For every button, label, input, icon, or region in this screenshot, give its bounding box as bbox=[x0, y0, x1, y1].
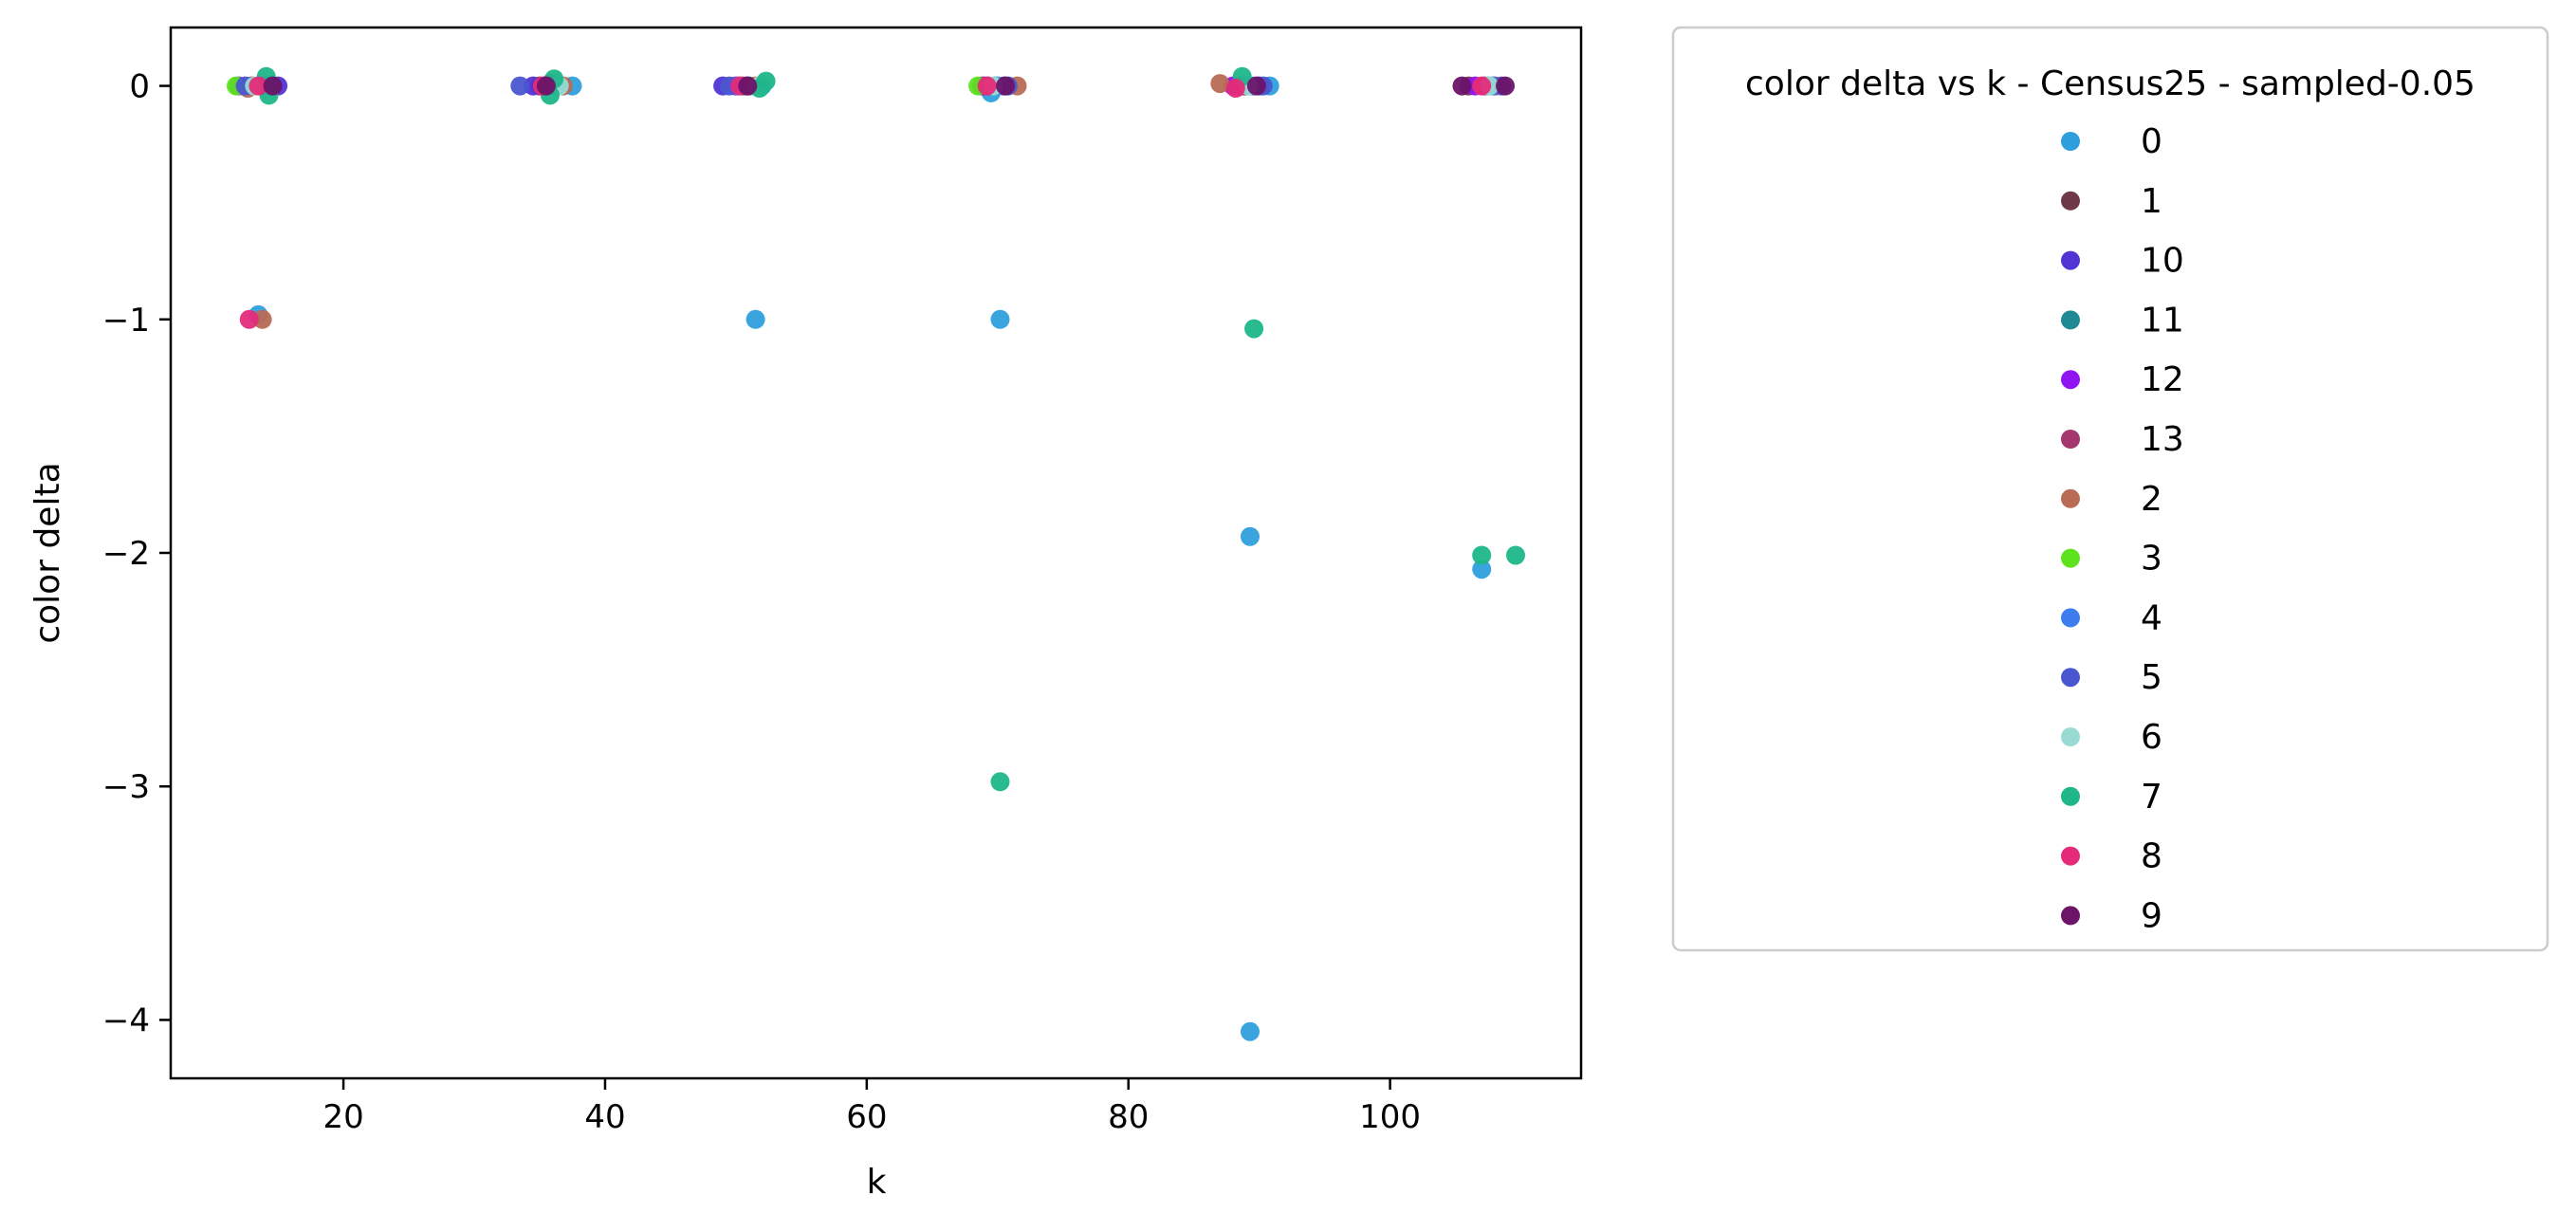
legend-item: 0 bbox=[2061, 122, 2162, 161]
legend-label: 0 bbox=[2141, 122, 2162, 161]
data-point-series-7 bbox=[1244, 319, 1264, 339]
legend-item: 2 bbox=[2061, 480, 2162, 519]
legend-marker bbox=[2061, 846, 2080, 866]
legend-label: 6 bbox=[2141, 718, 2162, 757]
legend-marker bbox=[2061, 191, 2080, 211]
legend-marker bbox=[2061, 310, 2080, 330]
data-point-series-9 bbox=[1452, 76, 1472, 96]
data-point-series-0 bbox=[1241, 526, 1260, 546]
x-axis: 20 40 60 80 100 bbox=[322, 1078, 1421, 1136]
data-point-series-9 bbox=[1496, 76, 1515, 96]
data-point-series-8 bbox=[1225, 79, 1245, 98]
legend-label: 13 bbox=[2141, 420, 2184, 459]
data-point-series-9 bbox=[996, 76, 1016, 96]
y-tick-label: −2 bbox=[102, 535, 150, 573]
x-tick-label: 80 bbox=[1108, 1098, 1149, 1136]
legend-marker bbox=[2061, 608, 2080, 628]
data-point-series-8 bbox=[1472, 76, 1492, 96]
legend-item: 3 bbox=[2061, 540, 2162, 579]
data-point-series-0 bbox=[990, 309, 1010, 329]
legend-label: 8 bbox=[2141, 837, 2162, 876]
legend-marker bbox=[2061, 786, 2080, 806]
data-point-series-7 bbox=[990, 772, 1010, 792]
x-tick-label: 20 bbox=[322, 1098, 363, 1136]
legend-marker bbox=[2061, 250, 2080, 270]
data-point-series-0 bbox=[1241, 1021, 1260, 1041]
legend-label: 1 bbox=[2141, 182, 2162, 221]
legend-item: 11 bbox=[2061, 301, 2184, 340]
legend-item: 12 bbox=[2061, 360, 2184, 399]
y-tick-label: −1 bbox=[102, 302, 150, 340]
data-point-series-7 bbox=[756, 71, 776, 91]
legend-label: 5 bbox=[2141, 658, 2162, 697]
legend: color delta vs k - Census25 - sampled-0.… bbox=[1671, 26, 2549, 952]
legend-item: 4 bbox=[2061, 598, 2162, 637]
data-point-series-9 bbox=[536, 76, 556, 96]
legend-item: 8 bbox=[2061, 837, 2162, 876]
y-tick-label: −3 bbox=[102, 768, 150, 806]
x-tick-label: 100 bbox=[1359, 1098, 1421, 1136]
y-axis: 0 −1 −2 −3 −4 bbox=[102, 68, 171, 1039]
legend-marker bbox=[2061, 430, 2080, 449]
x-tick-label: 60 bbox=[846, 1098, 887, 1136]
data-point-series-7 bbox=[1472, 545, 1492, 565]
legend-item: 5 bbox=[2061, 658, 2162, 697]
data-point-series-8 bbox=[977, 76, 997, 96]
legend-marker bbox=[2061, 906, 2080, 926]
data-point-series-0 bbox=[1472, 560, 1492, 579]
plot-area bbox=[171, 28, 1581, 1078]
legend-item: 7 bbox=[2061, 778, 2162, 817]
legend-marker bbox=[2061, 727, 2080, 746]
legend-item: 6 bbox=[2061, 718, 2162, 757]
legend-label: 10 bbox=[2141, 242, 2184, 281]
data-point-series-8 bbox=[239, 309, 259, 329]
legend-box bbox=[1671, 26, 2549, 952]
y-tick-label: 0 bbox=[129, 68, 150, 106]
legend-marker bbox=[2061, 370, 2080, 390]
legend-item: 1 bbox=[2061, 182, 2162, 221]
data-point-series-0 bbox=[745, 309, 765, 329]
data-point-series-5 bbox=[510, 76, 530, 96]
legend-item: 10 bbox=[2061, 242, 2184, 281]
x-axis-label: k bbox=[867, 1163, 887, 1202]
y-tick-label: −4 bbox=[102, 1001, 150, 1039]
data-points bbox=[227, 66, 1525, 1041]
legend-marker bbox=[2061, 668, 2080, 688]
legend-title: color delta vs k - Census25 - sampled-0.… bbox=[1745, 64, 2475, 103]
data-point-series-2 bbox=[1210, 74, 1230, 94]
legend-label: 2 bbox=[2141, 480, 2162, 519]
legend-label: 11 bbox=[2141, 301, 2184, 340]
legend-label: 4 bbox=[2141, 598, 2162, 637]
data-point-series-7 bbox=[1506, 545, 1525, 565]
legend-label: 3 bbox=[2141, 540, 2162, 579]
legend-marker bbox=[2061, 488, 2080, 508]
legend-label: 12 bbox=[2141, 360, 2184, 399]
x-tick-label: 40 bbox=[584, 1098, 625, 1136]
legend-marker bbox=[2061, 132, 2080, 151]
data-point-series-9 bbox=[1246, 76, 1266, 96]
data-point-series-2 bbox=[252, 309, 272, 329]
legend-marker bbox=[2061, 548, 2080, 568]
legend-item: 13 bbox=[2061, 420, 2184, 459]
y-axis-label: color delta bbox=[28, 462, 67, 643]
legend-item: 9 bbox=[2061, 896, 2162, 935]
data-point-series-8 bbox=[248, 76, 268, 96]
data-point-series-9 bbox=[738, 76, 758, 96]
legend-items: 0 1 10 11 12 13 2 3 4 5 6 7 8 9 bbox=[2061, 122, 2184, 935]
legend-label: 9 bbox=[2141, 896, 2162, 935]
data-point-series-9 bbox=[263, 76, 283, 96]
legend-label: 7 bbox=[2141, 778, 2162, 817]
